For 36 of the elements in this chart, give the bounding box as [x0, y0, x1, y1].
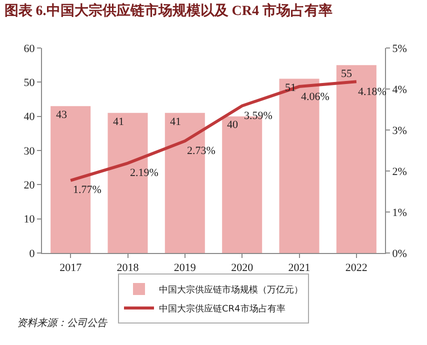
y2-tick-label: 3% — [392, 124, 407, 137]
legend-label: 中国大宗供应链CR4市场占有率 — [159, 304, 286, 315]
legend-label: 中国大宗供应链市场规模（万亿元） — [159, 284, 303, 296]
data-label: 1.77% — [73, 184, 102, 196]
y2-tick-label: 1% — [392, 206, 407, 219]
data-label: 2.19% — [130, 167, 158, 179]
data-label: 3.59% — [244, 110, 272, 122]
y2-tick-label: 0% — [392, 248, 407, 260]
data-label: 43 — [56, 109, 68, 121]
data-label: 2.73% — [187, 145, 216, 157]
text: 资料来源：公司公告 — [17, 317, 108, 329]
y-tick-label: 0 — [29, 248, 36, 260]
y2-tick-label: 4% — [392, 84, 407, 96]
y-tick-label: 50 — [24, 77, 36, 90]
line-series — [69, 80, 358, 182]
y-tick-label: 10 — [24, 214, 36, 226]
x-tick-label: 2017 — [60, 262, 82, 274]
x-tick-label: 2019 — [174, 262, 196, 274]
x-tick-label: 2022 — [345, 262, 368, 274]
y-tick-label: 40 — [24, 111, 36, 124]
y-tick-label: 30 — [24, 145, 36, 158]
y-tick-label: 60 — [24, 42, 36, 55]
x-tick-label: 2018 — [116, 262, 140, 274]
data-label: 51 — [285, 82, 296, 94]
data-label: 41 — [170, 116, 181, 128]
data-label: 40 — [227, 119, 238, 131]
y2-tick-label: 2% — [392, 166, 407, 178]
data-label: 55 — [341, 68, 352, 80]
y2-tick-label: 5% — [392, 42, 407, 55]
x-tick-label: 2021 — [288, 262, 310, 274]
chart-title: 图表 6.中国大宗供应链市场规模以及 CR4 市场占有率 — [4, 2, 333, 19]
data-label: 4.06% — [301, 91, 330, 103]
data-label: 41 — [113, 116, 124, 128]
data-label: 4.18% — [358, 86, 386, 98]
y-tick-label: 20 — [24, 180, 36, 192]
x-tick-label: 2020 — [231, 262, 254, 274]
